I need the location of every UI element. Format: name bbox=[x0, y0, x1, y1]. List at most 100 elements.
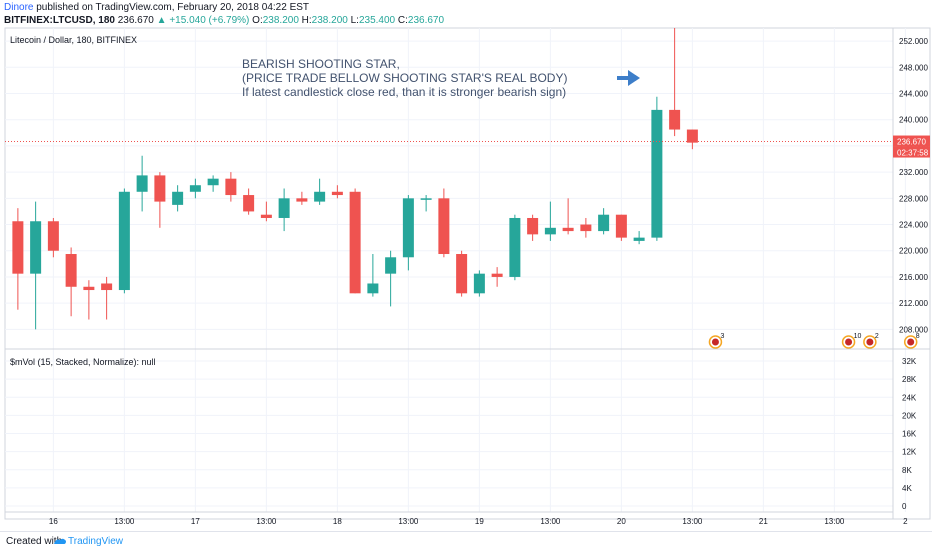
event-count: 2 bbox=[875, 333, 879, 340]
event-count: 10 bbox=[854, 333, 862, 340]
candle-up[interactable] bbox=[420, 195, 432, 212]
volume-tick-label: 0 bbox=[902, 502, 907, 511]
candle-body bbox=[47, 221, 59, 251]
annotation-text[interactable]: BEARISH SHOOTING STAR, (PRICE TRADE BELL… bbox=[242, 57, 567, 99]
candle-down[interactable] bbox=[456, 250, 468, 297]
candle-down[interactable] bbox=[47, 217, 59, 258]
candle-down[interactable] bbox=[580, 217, 592, 238]
footer-bar: Created with TradingView bbox=[0, 531, 932, 551]
candle-body bbox=[296, 198, 308, 202]
countdown-label: 02:37:58 bbox=[897, 149, 929, 158]
candle-up[interactable] bbox=[189, 178, 201, 199]
candle-body bbox=[278, 198, 290, 218]
candle-body bbox=[260, 214, 272, 218]
candle-down[interactable] bbox=[12, 208, 24, 310]
candle-down[interactable] bbox=[65, 247, 77, 317]
candle-down[interactable] bbox=[260, 201, 272, 222]
candle-up[interactable] bbox=[278, 188, 290, 232]
candle-up[interactable] bbox=[509, 214, 521, 281]
candle-body bbox=[331, 191, 343, 196]
candle-body bbox=[172, 191, 184, 205]
time-axis[interactable]: 16 13:00 17 13:00 18 13:00 19 13:00 20 13:00 21 13:… bbox=[49, 517, 908, 526]
tradingview-logo-icon bbox=[54, 538, 66, 544]
candle-up[interactable] bbox=[136, 155, 148, 212]
symbol-info: BITFINEX:LTCUSD, 180 236.670 ▲ +15.040 (… bbox=[4, 15, 444, 26]
candle-up[interactable] bbox=[314, 178, 326, 205]
candle-up[interactable] bbox=[118, 188, 130, 294]
event-flag-center bbox=[866, 338, 874, 346]
publish-info: Dinore published on TradingView.com, Feb… bbox=[4, 2, 309, 13]
event-marker[interactable]: 2 bbox=[863, 333, 879, 349]
price-tick-label: 212.000 bbox=[899, 299, 928, 308]
price-tick-label: 240.000 bbox=[899, 116, 928, 125]
candle-up[interactable] bbox=[651, 96, 663, 241]
candle-up[interactable] bbox=[402, 195, 414, 271]
volume-tick-label: 28K bbox=[902, 375, 917, 384]
candle-body bbox=[509, 217, 521, 277]
candle-down[interactable] bbox=[527, 214, 539, 241]
author-link[interactable]: Dinore bbox=[4, 2, 34, 13]
candle-down[interactable] bbox=[83, 280, 95, 320]
candle-body bbox=[544, 227, 556, 235]
candle-body bbox=[598, 214, 610, 232]
volume-axis[interactable]: 0 4K 8K 12K 16K 20K 24K 28K 32K bbox=[902, 357, 917, 511]
event-marker[interactable]: 10 bbox=[841, 333, 862, 349]
candle-body bbox=[314, 191, 326, 202]
time-tick-label: 13:00 bbox=[256, 517, 277, 526]
candle-down[interactable] bbox=[562, 198, 574, 235]
candle-down[interactable] bbox=[615, 214, 627, 241]
candle-up[interactable] bbox=[207, 175, 219, 192]
event-marker[interactable]: 8 bbox=[903, 333, 920, 349]
candle-down[interactable] bbox=[491, 267, 503, 287]
candle-body bbox=[562, 227, 574, 232]
candle-body bbox=[651, 109, 663, 238]
price-tick-label: 208.000 bbox=[899, 325, 928, 334]
event-marker[interactable]: 3 bbox=[708, 333, 724, 349]
candle-down[interactable] bbox=[331, 185, 343, 199]
low-label: L: bbox=[350, 15, 359, 26]
candle-body bbox=[580, 224, 592, 232]
candle-down[interactable] bbox=[669, 28, 681, 137]
candle-down[interactable] bbox=[296, 191, 308, 205]
candle-up[interactable] bbox=[598, 208, 610, 235]
candle-body bbox=[615, 214, 627, 238]
candle-up[interactable] bbox=[172, 185, 184, 212]
candle-down[interactable] bbox=[225, 172, 237, 202]
last-price: 236.670 bbox=[117, 15, 154, 26]
candle-body bbox=[633, 237, 645, 241]
candle-up[interactable] bbox=[30, 201, 42, 330]
candle-down[interactable] bbox=[101, 276, 113, 320]
candle-down[interactable] bbox=[438, 188, 450, 258]
event-flag-center bbox=[845, 338, 853, 346]
candle-down[interactable] bbox=[154, 172, 166, 228]
price-tick-label: 220.000 bbox=[899, 247, 928, 256]
candle-body bbox=[385, 257, 397, 274]
high-value: 238.200 bbox=[311, 15, 348, 26]
time-tick-label: 18 bbox=[333, 517, 342, 526]
candle-down[interactable] bbox=[349, 188, 361, 294]
annotation-line-3: If latest candlestick close red, than it… bbox=[242, 85, 566, 99]
candle-down[interactable] bbox=[243, 188, 255, 215]
volume-tick-label: 20K bbox=[902, 411, 917, 420]
candle-body bbox=[225, 178, 237, 196]
candle-up[interactable] bbox=[544, 201, 556, 241]
candle-body bbox=[669, 109, 681, 130]
candle-up[interactable] bbox=[367, 254, 379, 297]
candle-body bbox=[83, 286, 95, 291]
annotation-line-2: (PRICE TRADE BELLOW SHOOTING STAR'S REAL… bbox=[242, 71, 567, 85]
last-price-label: 236.670 bbox=[897, 138, 926, 147]
candle-up[interactable] bbox=[473, 270, 485, 297]
price-tick-label: 252.000 bbox=[899, 37, 928, 46]
candle-body bbox=[243, 195, 255, 212]
candle-down[interactable] bbox=[686, 129, 698, 150]
grid-lines bbox=[5, 28, 906, 512]
symbol-name: BITFINEX:LTCUSD, 180 bbox=[4, 15, 115, 26]
candle-up[interactable] bbox=[633, 231, 645, 245]
time-tick-label: 19 bbox=[475, 517, 484, 526]
tradingview-brand-link[interactable]: TradingView bbox=[68, 536, 124, 547]
chart-canvas[interactable]: 3 10 2 8 208.000 212.000 216.000 220.000 224.00… bbox=[0, 0, 932, 531]
price-axis[interactable]: 208.000 212.000 216.000 220.000 224.000 228.0… bbox=[893, 37, 930, 334]
candle-up[interactable] bbox=[385, 250, 397, 307]
annotation-line-1: BEARISH SHOOTING STAR, bbox=[242, 57, 400, 71]
right-arrow-icon[interactable] bbox=[617, 70, 640, 86]
